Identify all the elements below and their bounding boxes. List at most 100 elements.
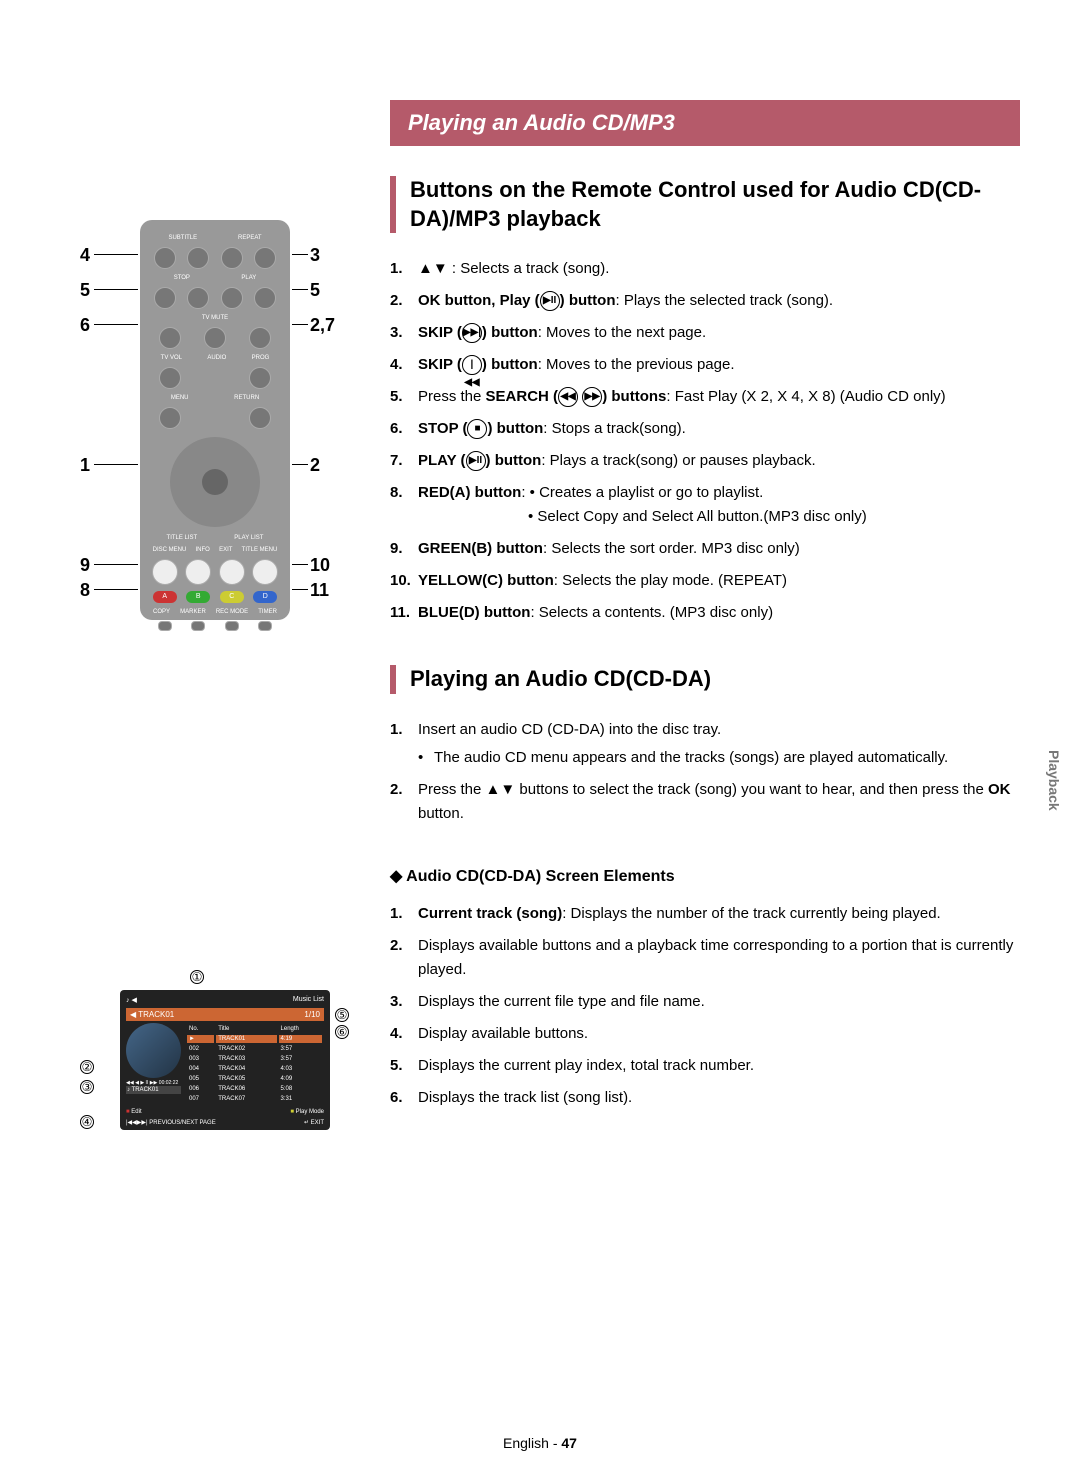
play-icon: ▶II xyxy=(466,451,486,471)
callout-1: 1 xyxy=(80,455,90,476)
label-timer: TIMER xyxy=(258,609,277,615)
screen-diagram: ① ② ③ ④ ⑤ ⑥ ♪ ◀ Music List ◀ TRACK01 1/1… xyxy=(80,970,340,1150)
label-titlelist: TITLE LIST xyxy=(167,535,198,541)
section1-list: 1. ▲▼ : Selects a track (song). 2. OK bu… xyxy=(390,257,1020,625)
current-track-label: TRACK01 xyxy=(138,1010,174,1019)
track-list: No.TitleLength ►TRACK014:19 002TRACK023:… xyxy=(185,1023,324,1105)
section2-heading: Playing an Audio CD(CD-DA) xyxy=(390,665,1020,694)
label-discmenu: DISC MENU xyxy=(153,547,187,553)
copy-btn xyxy=(158,621,172,631)
stop-icon: ■ xyxy=(467,419,487,439)
label-copy: COPY xyxy=(153,609,170,615)
s2-item-1: 1. Insert an audio CD (CD-DA) into the d… xyxy=(390,718,1020,770)
prog-down-icon xyxy=(249,367,271,389)
footer-mode: Play Mode xyxy=(296,1109,324,1115)
callout-10: 10 xyxy=(310,555,330,576)
callout-11: 11 xyxy=(310,580,329,601)
yellow-c-button: C xyxy=(220,591,244,603)
search-rev-icon xyxy=(154,287,176,309)
label-recmode: REC MODE xyxy=(216,609,248,615)
screen-header-title: Music List xyxy=(293,996,324,1004)
item-8: 8. RED(A) button: • Creates a playlist o… xyxy=(390,481,1020,529)
callout-5r: 5 xyxy=(310,280,320,301)
green-b-button: B xyxy=(186,591,210,603)
left-column: 4 5 6 1 9 8 3 5 2,7 2 10 11 xyxy=(60,100,360,1150)
vol-up-icon xyxy=(159,327,181,349)
remote-body: SUBTITLE REPEAT STOP PLAY xyxy=(140,220,290,620)
search-rev-icon: ◀◀ xyxy=(558,387,578,407)
label-menu: MENU xyxy=(171,395,189,401)
se-2: 2. Displays available buttons and a play… xyxy=(390,934,1020,982)
screen-callout-5: ⑤ xyxy=(335,1008,349,1022)
track-index: 1/10 xyxy=(304,1010,320,1019)
prog-up-icon xyxy=(249,327,271,349)
footer-exit: EXIT xyxy=(311,1120,324,1126)
blue-d-button: D xyxy=(253,591,277,603)
se-1: 1. Current track (song): Displays the nu… xyxy=(390,902,1020,926)
screen-callout-1: ① xyxy=(190,970,204,984)
footer-nav: PREVIOUS/NEXT PAGE xyxy=(149,1120,215,1126)
item-7: 7. PLAY (▶II) button: Plays a track(song… xyxy=(390,449,1020,473)
info-btn xyxy=(185,559,211,585)
label-exit: EXIT xyxy=(219,547,232,553)
item-9: 9. GREEN(B) button: Selects the sort ord… xyxy=(390,537,1020,561)
play-icon xyxy=(221,287,243,309)
label-prog: PROG xyxy=(252,355,270,361)
menu-btn xyxy=(159,407,181,429)
label-subtitle: SUBTITLE xyxy=(168,235,197,241)
callout-3: 3 xyxy=(310,245,320,266)
callout-5l: 5 xyxy=(80,280,90,301)
item-5: 5. Press the SEARCH (◀◀ ▶▶) buttons: Fas… xyxy=(390,385,1020,409)
se-4: 4. Display available buttons. xyxy=(390,1022,1020,1046)
section2-list: 1. Insert an audio CD (CD-DA) into the d… xyxy=(390,718,1020,826)
playing-track: ♪ TRACK01 xyxy=(126,1086,181,1094)
screen-callout-4: ④ xyxy=(80,1115,94,1129)
label-playlist: PLAY LIST xyxy=(234,535,263,541)
discmenu-btn xyxy=(152,559,178,585)
search-fwd-icon xyxy=(254,287,276,309)
exit-btn xyxy=(219,559,245,585)
callout-27: 2,7 xyxy=(310,315,335,336)
footer-edit: Edit xyxy=(131,1109,141,1115)
label-repeat: REPEAT xyxy=(238,235,262,241)
mute-icon xyxy=(204,327,226,349)
label-play: PLAY xyxy=(241,275,256,281)
recmode-btn xyxy=(225,621,239,631)
right-column: Playing an Audio CD/MP3 Buttons on the R… xyxy=(390,100,1020,1150)
return-btn xyxy=(249,407,271,429)
skip-next-icon xyxy=(254,247,276,269)
skip-next-icon: ▶▶| xyxy=(462,323,482,343)
screen-callout-3: ③ xyxy=(80,1080,94,1094)
vol-down-icon xyxy=(159,367,181,389)
subtitle-btn xyxy=(187,247,209,269)
titlemenu-btn xyxy=(252,559,278,585)
screen-callout-6: ⑥ xyxy=(335,1025,349,1039)
playback-controls: ◀◀ ◀ ▶ II ▶▶ 00:02:22 xyxy=(126,1080,181,1086)
label-info: INFO xyxy=(196,547,210,553)
label-tvvol: TV VOL xyxy=(161,355,182,361)
timer-btn xyxy=(258,621,272,631)
label-return: RETURN xyxy=(234,395,259,401)
item-10: 10. YELLOW(C) button: Selects the play m… xyxy=(390,569,1020,593)
label-tvmute: TV MUTE xyxy=(202,315,228,321)
callout-4: 4 xyxy=(80,245,90,266)
se-6: 6. Displays the track list (song list). xyxy=(390,1086,1020,1110)
item-6: 6. STOP (■) button: Stops a track(song). xyxy=(390,417,1020,441)
callout-8: 8 xyxy=(80,580,90,601)
label-titlemenu: TITLE MENU xyxy=(242,547,278,553)
screen-callout-2: ② xyxy=(80,1060,94,1074)
item-11: 11. BLUE(D) button: Selects a contents. … xyxy=(390,601,1020,625)
callout-6: 6 xyxy=(80,315,90,336)
item-2: 2. OK button, Play (▶II) button: Plays t… xyxy=(390,289,1020,313)
skip-prev-icon: |◀◀ xyxy=(462,355,482,375)
side-tab: Playback xyxy=(1046,750,1062,811)
marker-btn xyxy=(191,621,205,631)
skip-prev-icon xyxy=(154,247,176,269)
se-3: 3. Displays the current file type and fi… xyxy=(390,990,1020,1014)
s2-item-2: 2. Press the ▲▼ buttons to select the tr… xyxy=(390,778,1020,826)
screen-elements-list: 1. Current track (song): Displays the nu… xyxy=(390,902,1020,1110)
dpad xyxy=(170,437,260,527)
item-4: 4. SKIP (|◀◀) button: Moves to the previ… xyxy=(390,353,1020,377)
stop-icon xyxy=(187,287,209,309)
label-marker: MARKER xyxy=(180,609,206,615)
